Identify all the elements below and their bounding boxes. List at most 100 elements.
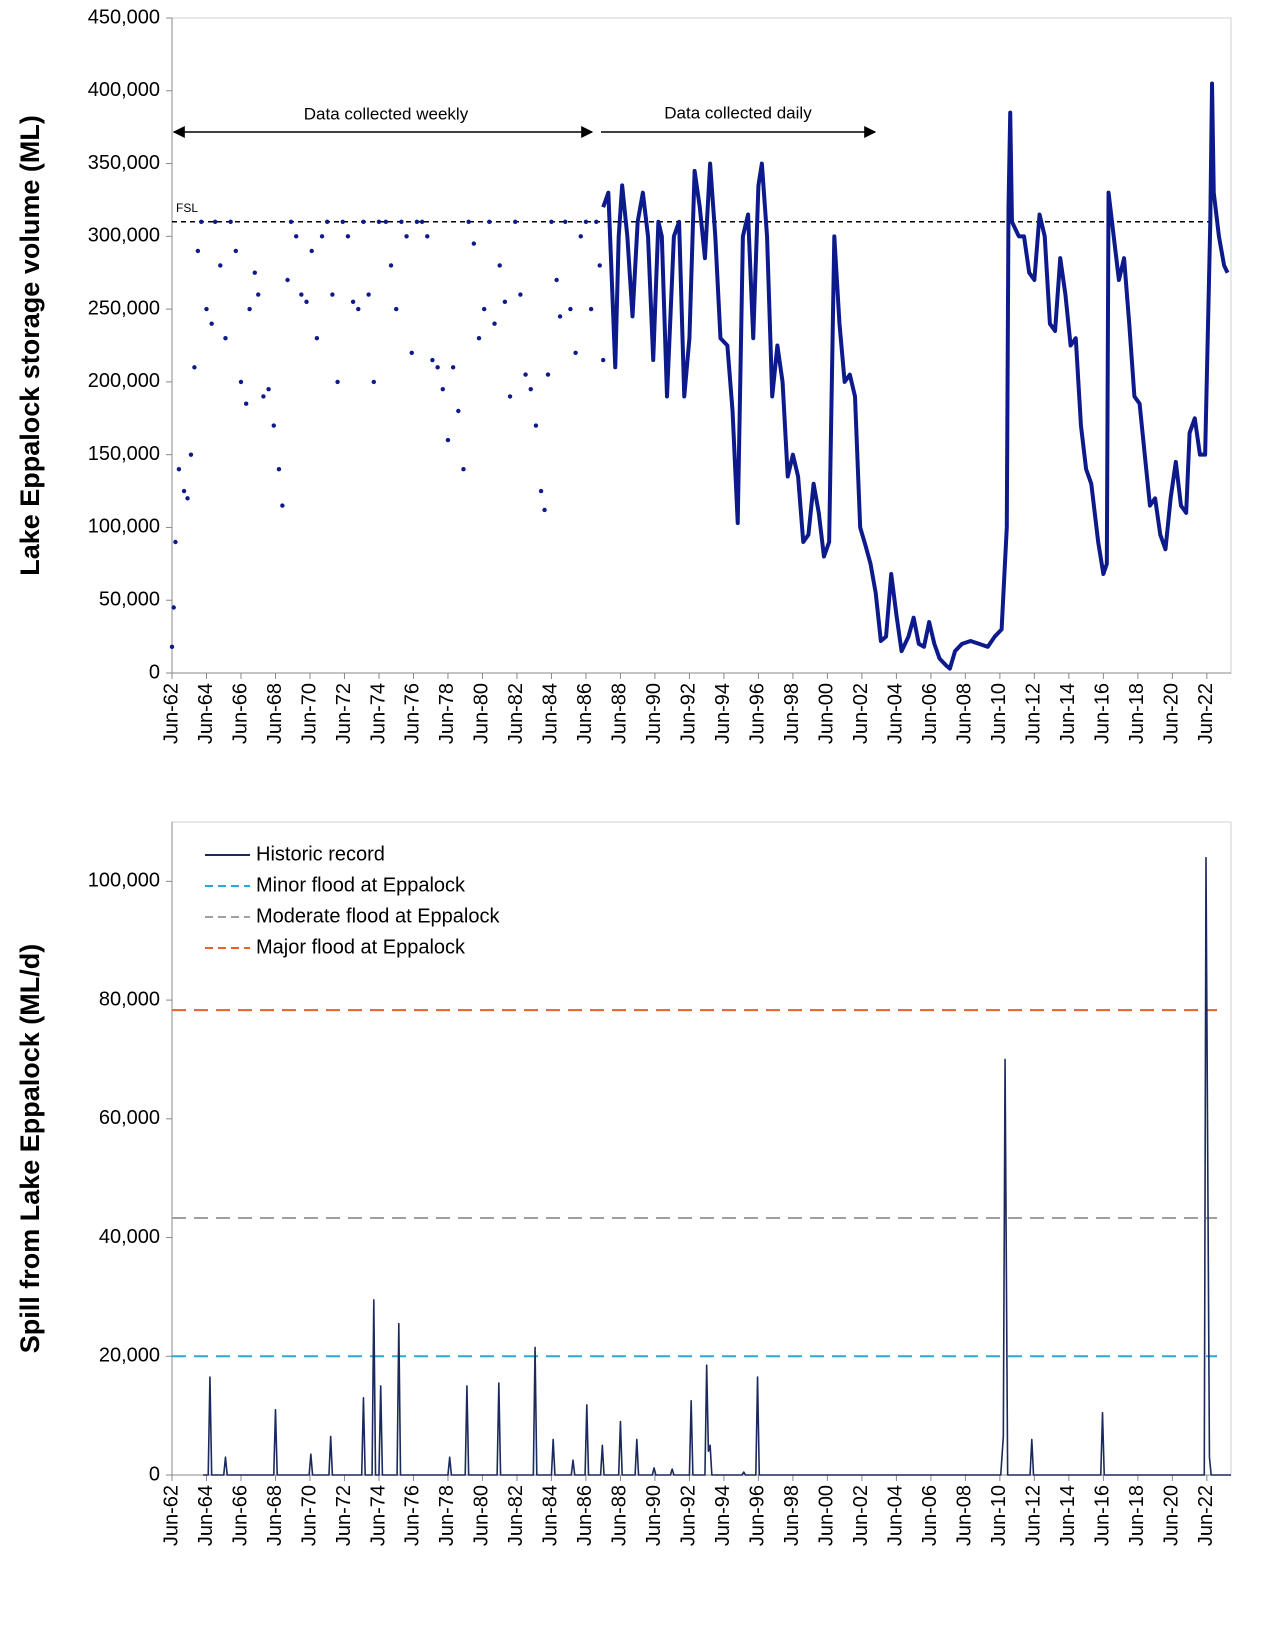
data-point [461, 467, 466, 472]
data-point [399, 219, 404, 224]
data-point [280, 503, 285, 508]
data-point [228, 219, 233, 224]
x-tick-label: Jun-72 [333, 1485, 355, 1546]
data-point [404, 234, 409, 239]
reference-label: FSL [176, 201, 198, 215]
y-tick-label: 50,000 [99, 589, 160, 611]
data-point [173, 539, 178, 545]
data-point [285, 277, 290, 283]
x-tick-label: Jun-70 [298, 683, 320, 744]
data-point [350, 299, 356, 305]
x-tick-label: Jun-86 [574, 683, 596, 744]
data-point [430, 357, 435, 363]
y-tick-label: 450,000 [88, 6, 160, 28]
data-point [361, 219, 366, 224]
x-tick-label: Jun-76 [402, 683, 424, 744]
data-point [588, 306, 594, 312]
data-point [568, 306, 573, 312]
y-tick-label: 100,000 [88, 516, 160, 538]
data-point [233, 248, 239, 254]
data-point [223, 336, 228, 341]
x-tick-label: Jun-86 [574, 1485, 596, 1546]
data-point [314, 336, 320, 341]
data-point [299, 292, 304, 297]
x-tick-label: Jun-00 [816, 1485, 838, 1546]
y-tick-label: 20,000 [99, 1345, 160, 1367]
data-point [414, 219, 420, 224]
data-point [319, 234, 325, 239]
x-tick-label: Jun-98 [781, 1485, 803, 1546]
data-point [212, 219, 218, 224]
data-point [545, 372, 551, 377]
data-point [209, 321, 214, 326]
x-tick-label: Jun-68 [264, 1485, 286, 1546]
data-point [554, 277, 559, 283]
x-tick-label: Jun-92 [678, 683, 700, 744]
data-point [502, 299, 508, 305]
x-tick-label: Jun-04 [885, 1485, 907, 1546]
data-point [425, 234, 430, 239]
x-tick-label: Jun-92 [678, 1485, 700, 1546]
data-point [176, 467, 182, 472]
x-tick-label: Jun-12 [1023, 683, 1045, 744]
x-tick-label: Jun-94 [712, 1485, 734, 1546]
x-tick-label: Jun-02 [850, 1485, 872, 1546]
data-point [356, 306, 361, 312]
data-point [330, 292, 335, 297]
x-tick-label: Jun-12 [1023, 1485, 1045, 1546]
x-tick-label: Jun-82 [505, 1485, 527, 1546]
y-tick-label: 0 [149, 1463, 160, 1485]
x-tick-label: Jun-84 [540, 683, 562, 744]
data-point [261, 394, 266, 399]
y-tick-label: 250,000 [88, 297, 160, 319]
data-point [271, 423, 276, 428]
x-tick-label: Jun-16 [1092, 1485, 1114, 1546]
data-point [252, 270, 257, 275]
x-tick-label: Jun-06 [919, 1485, 941, 1546]
y-tick-label: 60,000 [99, 1107, 160, 1129]
x-tick-label: Jun-10 [988, 683, 1010, 744]
x-tick-label: Jun-76 [402, 1485, 424, 1546]
x-tick-label: Jun-80 [471, 683, 493, 744]
data-point [594, 219, 599, 224]
x-tick-label: Jun-22 [1195, 1485, 1217, 1546]
data-point [528, 386, 533, 392]
data-point [466, 219, 471, 224]
data-point [456, 408, 461, 414]
data-point [445, 437, 451, 443]
x-tick-label: Jun-20 [1161, 1485, 1183, 1546]
x-tick-label: Jun-94 [712, 683, 734, 744]
data-line [601, 81, 1230, 671]
x-tick-label: Jun-66 [229, 1485, 251, 1546]
data-point [419, 219, 425, 224]
data-point [563, 219, 568, 224]
data-point [309, 248, 314, 254]
annotation: Data collected weekly [304, 104, 469, 123]
data-point [247, 306, 252, 312]
data-point [440, 386, 445, 392]
data-point [204, 306, 209, 312]
x-tick-label: Jun-10 [988, 1485, 1010, 1546]
data-point [383, 219, 389, 224]
legend-label: Major flood at Eppalock [256, 936, 466, 958]
y-tick-label: 150,000 [88, 443, 160, 465]
data-point [288, 219, 294, 224]
data-point [549, 219, 554, 224]
x-tick-label: Jun-88 [609, 683, 631, 744]
data-point [583, 219, 589, 224]
data-line [203, 856, 1231, 1476]
x-tick-label: Jun-62 [160, 1485, 182, 1546]
x-tick-label: Jun-08 [954, 683, 976, 744]
data-point [171, 605, 176, 610]
x-tick-label: Jun-18 [1126, 683, 1148, 744]
data-point [376, 219, 382, 224]
data-point [481, 306, 487, 312]
x-tick-label: Jun-78 [436, 1485, 458, 1546]
x-tick-label: Jun-70 [298, 1485, 320, 1546]
x-tick-label: Jun-74 [367, 683, 389, 744]
data-point [304, 299, 309, 305]
y-axis-title: Spill from Lake Eppalock (ML/d) [15, 944, 45, 1354]
data-point [371, 379, 376, 385]
x-tick-label: Jun-08 [954, 1485, 976, 1546]
